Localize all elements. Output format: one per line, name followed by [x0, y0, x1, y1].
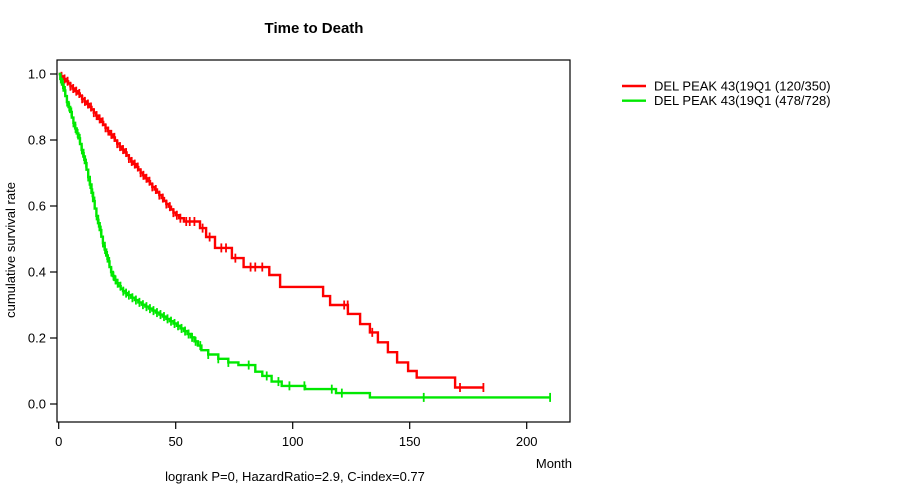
y-tick-label: 1.0 [28, 67, 46, 82]
legend: DEL PEAK 43(19Q1 (120/350) DEL PEAK 43(1… [622, 79, 831, 108]
x-axis-label: Month [536, 456, 572, 471]
x-tick-label: 0 [55, 434, 62, 449]
plot-title: Time to Death [265, 20, 364, 37]
y-tick-label: 0.4 [28, 265, 46, 280]
x-tick-label: 200 [516, 434, 538, 449]
stats-annotation: logrank P=0, HazardRatio=2.9, C-index=0.… [165, 469, 425, 484]
x-tick-label: 50 [168, 434, 182, 449]
y-tick-label: 0.6 [28, 199, 46, 214]
x-tick-label: 150 [399, 434, 421, 449]
y-tick-label: 0.2 [28, 331, 46, 346]
legend-label-group1: DEL PEAK 43(19Q1 (120/350) [654, 79, 831, 94]
plot-area: 0 50 100 150 200 0.0 0.2 0.4 0.6 0.8 1.0 [28, 59, 571, 449]
x-tick-label: 100 [282, 434, 304, 449]
y-tick-label: 0.8 [28, 133, 46, 148]
km-curve-group2 [58, 72, 551, 399]
y-axis-label: cumulative survival rate [3, 182, 18, 318]
legend-label-group2: DEL PEAK 43(19Q1 (478/728) [654, 93, 831, 108]
y-tick-label: 0.0 [28, 397, 46, 412]
plot-frame [56, 59, 571, 423]
km-curve-group1 [58, 72, 484, 389]
